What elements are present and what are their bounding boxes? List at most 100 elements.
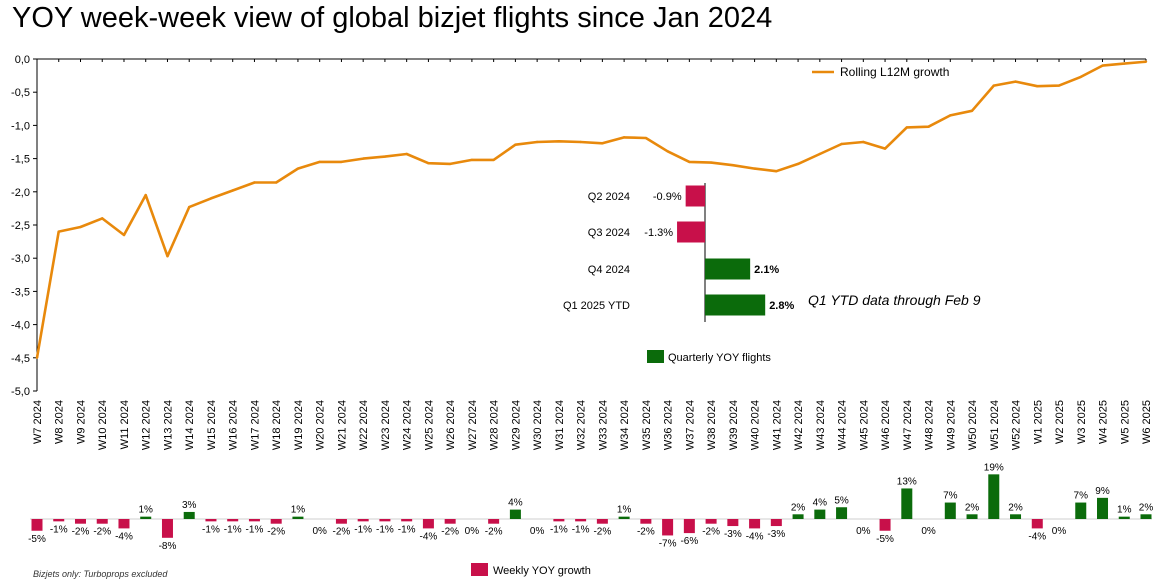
line-point xyxy=(166,255,169,258)
line-point xyxy=(731,164,735,167)
weekly-bar xyxy=(553,519,565,522)
line-point xyxy=(1079,75,1082,79)
line-point xyxy=(709,161,713,164)
x-tick-label: W19 2024 xyxy=(293,400,305,450)
weekly-data-label: -5% xyxy=(876,534,894,545)
weekly-data-label: -2% xyxy=(593,527,611,538)
y-tick-label: -5,0 xyxy=(11,386,30,398)
weekly-data-label: -1% xyxy=(224,524,242,535)
line-point xyxy=(688,160,691,164)
quarterly-category-label: Q1 2025 YTD xyxy=(563,300,630,312)
weekly-bar xyxy=(575,519,587,522)
line-point xyxy=(383,155,387,158)
weekly-data-label: 1% xyxy=(138,505,153,516)
weekly-bar xyxy=(836,507,848,519)
weekly-bar xyxy=(444,519,456,524)
x-tick-label: W29 2024 xyxy=(510,400,522,450)
weekly-bar xyxy=(814,509,826,519)
quarterly-category-label: Q4 2024 xyxy=(588,264,630,276)
weekly-data-label: -1% xyxy=(376,524,394,535)
x-tick-label: W43 2024 xyxy=(815,400,827,450)
line-point xyxy=(318,160,321,164)
weekly-data-label: 0% xyxy=(1052,526,1067,537)
x-tick-label: W36 2024 xyxy=(663,400,675,450)
quarterly-bar xyxy=(705,258,751,280)
line-point xyxy=(992,84,995,87)
weekly-bar xyxy=(770,519,782,527)
line-point xyxy=(1014,80,1017,83)
x-tick-label: W51 2024 xyxy=(989,400,1001,450)
y-tick-label: -1,5 xyxy=(11,154,30,166)
quarterly-data-label: -1.3% xyxy=(644,227,673,239)
weekly-bar xyxy=(74,519,86,524)
weekly-data-label: -1% xyxy=(572,524,590,535)
x-tick-label: W50 2024 xyxy=(967,400,979,450)
x-tick-label: W37 2024 xyxy=(684,400,696,450)
quarterly-category-label: Q2 2024 xyxy=(588,191,630,203)
line-point xyxy=(775,170,778,173)
line-point xyxy=(492,158,495,162)
line-point xyxy=(883,147,887,150)
weekly-data-label: -7% xyxy=(659,538,677,549)
line-point xyxy=(101,217,104,220)
x-tick-label: W18 2024 xyxy=(271,400,283,450)
line-point xyxy=(514,143,517,146)
weekly-bar xyxy=(792,514,804,519)
weekly-bar xyxy=(53,519,65,522)
line-point xyxy=(231,189,234,192)
weekly-data-label: -3% xyxy=(724,529,742,540)
x-tick-label: W30 2024 xyxy=(532,400,544,450)
weekly-bar xyxy=(705,519,717,524)
line-point xyxy=(949,114,952,117)
line-point xyxy=(644,136,648,140)
weekly-bar xyxy=(357,519,369,522)
x-tick-label: W40 2024 xyxy=(750,400,762,450)
y-tick-label: -3,5 xyxy=(11,286,30,298)
weekly-data-label: -2% xyxy=(333,527,351,538)
line-point xyxy=(340,160,343,164)
x-tick-label: W32 2024 xyxy=(576,400,588,450)
x-tick-label: W7 2024 xyxy=(32,400,44,444)
weekly-data-label: 5% xyxy=(834,495,849,506)
weekly-bar xyxy=(988,474,1000,519)
weekly-bar xyxy=(488,519,500,524)
legend-label-quarterly: Quarterly YOY flights xyxy=(668,352,771,364)
weekly-bar xyxy=(1031,519,1043,529)
legend-label-rolling: Rolling L12M growth xyxy=(840,65,949,79)
weekly-data-label: -2% xyxy=(485,527,503,538)
weekly-data-label: -1% xyxy=(550,524,568,535)
legend-label-weekly: Weekly YOY growth xyxy=(493,565,591,577)
line-point xyxy=(427,162,430,165)
x-tick-label: W34 2024 xyxy=(619,400,631,450)
line-point xyxy=(927,125,930,128)
x-tick-label: W25 2024 xyxy=(423,400,435,450)
line-point xyxy=(296,167,300,170)
weekly-data-label: -1% xyxy=(202,524,220,535)
weekly-data-label: -2% xyxy=(637,527,655,538)
x-tick-label: W22 2024 xyxy=(358,400,370,450)
y-tick-label: -4,0 xyxy=(11,320,30,332)
weekly-data-label: -4% xyxy=(420,531,438,542)
quarterly-bar xyxy=(677,221,705,243)
weekly-data-label: 1% xyxy=(617,505,632,516)
line-point xyxy=(405,152,408,156)
line-point xyxy=(579,140,582,144)
x-tick-label: W26 2024 xyxy=(445,400,457,450)
x-tick-label: W4 2025 xyxy=(1098,400,1110,444)
line-point xyxy=(188,205,191,209)
x-tick-label: W39 2024 xyxy=(728,400,740,450)
weekly-bar xyxy=(640,519,652,524)
weekly-data-label: 13% xyxy=(897,476,917,487)
weekly-bar xyxy=(944,502,956,519)
line-point xyxy=(1057,84,1061,87)
weekly-data-label: 2% xyxy=(791,502,806,513)
x-tick-label: W31 2024 xyxy=(554,400,566,450)
line-point xyxy=(448,162,452,166)
x-tick-label: W20 2024 xyxy=(315,400,327,450)
x-tick-label: W14 2024 xyxy=(184,400,196,450)
weekly-bar xyxy=(227,519,239,522)
y-tick-label: -2,0 xyxy=(11,187,30,199)
line-point xyxy=(1036,85,1039,88)
weekly-data-label: -5% xyxy=(28,534,46,545)
weekly-data-label: -2% xyxy=(93,527,111,538)
